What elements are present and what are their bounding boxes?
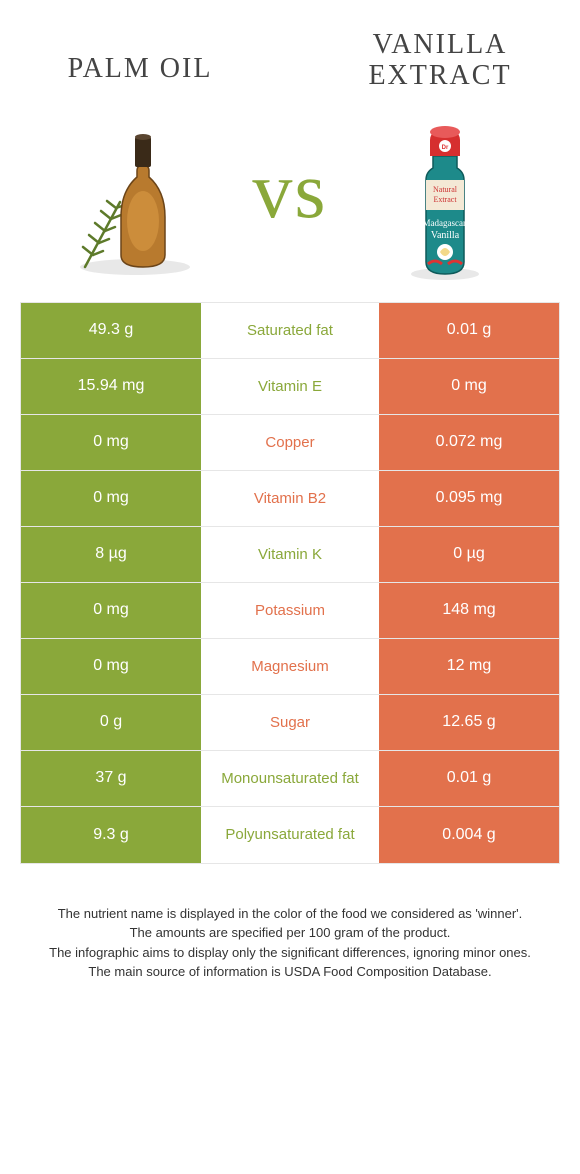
nutrient-row: 37 gMonounsaturated fat0.01 g	[21, 751, 559, 807]
nutrient-name: Potassium	[201, 583, 379, 638]
svg-text:Natural: Natural	[433, 185, 458, 194]
nutrient-name: Vitamin K	[201, 527, 379, 582]
nutrient-row: 8 µgVitamin K0 µg	[21, 527, 559, 583]
footnote-line: The infographic aims to display only the…	[30, 943, 550, 963]
nutrient-name: Saturated fat	[201, 303, 379, 358]
right-value: 0.01 g	[379, 303, 559, 358]
nutrient-table: 49.3 gSaturated fat0.01 g15.94 mgVitamin…	[20, 302, 560, 864]
left-value: 0 mg	[21, 471, 201, 526]
svg-text:Vanilla: Vanilla	[431, 230, 460, 241]
svg-text:Extract: Extract	[433, 195, 457, 204]
footnote-line: The nutrient name is displayed in the co…	[30, 904, 550, 924]
right-value: 0.01 g	[379, 751, 559, 806]
nutrient-row: 49.3 gSaturated fat0.01 g	[21, 303, 559, 359]
right-title-line1: Vanilla	[373, 29, 508, 60]
header: Palm oil Vanilla extract	[0, 0, 580, 102]
left-product-image	[50, 107, 220, 277]
left-value: 8 µg	[21, 527, 201, 582]
nutrient-name: Copper	[201, 415, 379, 470]
footnote-line: The amounts are specified per 100 gram o…	[30, 923, 550, 943]
left-value: 9.3 g	[21, 807, 201, 863]
right-value: 148 mg	[379, 583, 559, 638]
left-value: 15.94 mg	[21, 359, 201, 414]
left-value: 0 g	[21, 695, 201, 750]
nutrient-name: Monounsaturated fat	[201, 751, 379, 806]
nutrient-name: Vitamin E	[201, 359, 379, 414]
left-value: 37 g	[21, 751, 201, 806]
nutrient-row: 0 mgMagnesium12 mg	[21, 639, 559, 695]
svg-text:Dr: Dr	[442, 145, 449, 151]
nutrient-name: Vitamin B2	[201, 471, 379, 526]
left-value: 0 mg	[21, 583, 201, 638]
nutrient-name: Sugar	[201, 695, 379, 750]
nutrient-row: 0 mgCopper0.072 mg	[21, 415, 559, 471]
nutrient-row: 0 gSugar12.65 g	[21, 695, 559, 751]
footnote-line: The main source of information is USDA F…	[30, 962, 550, 982]
footnotes: The nutrient name is displayed in the co…	[30, 904, 550, 982]
left-value: 0 mg	[21, 415, 201, 470]
right-product-title: Vanilla extract	[340, 30, 540, 92]
left-value: 49.3 g	[21, 303, 201, 358]
right-value: 12.65 g	[379, 695, 559, 750]
nutrient-name: Magnesium	[201, 639, 379, 694]
nutrient-name: Polyunsaturated fat	[201, 807, 379, 863]
left-value: 0 mg	[21, 639, 201, 694]
right-value: 0.004 g	[379, 807, 559, 863]
right-value: 12 mg	[379, 639, 559, 694]
nutrient-row: 0 mgPotassium148 mg	[21, 583, 559, 639]
right-value: 0 µg	[379, 527, 559, 582]
right-product-image: Natural Extract Madagascan Vanilla Dr	[360, 102, 530, 282]
right-title-line2: extract	[368, 60, 511, 91]
left-product-title: Palm oil	[40, 54, 240, 85]
nutrient-row: 9.3 gPolyunsaturated fat0.004 g	[21, 807, 559, 863]
right-value: 0.095 mg	[379, 471, 559, 526]
nutrient-row: 0 mgVitamin B20.095 mg	[21, 471, 559, 527]
image-row: vs Natural Extract Madagascan Vanilla Dr	[0, 102, 580, 302]
vs-label: vs	[252, 146, 327, 237]
right-value: 0 mg	[379, 359, 559, 414]
right-value: 0.072 mg	[379, 415, 559, 470]
nutrient-row: 15.94 mgVitamin E0 mg	[21, 359, 559, 415]
svg-text:Madagascan: Madagascan	[422, 218, 467, 228]
